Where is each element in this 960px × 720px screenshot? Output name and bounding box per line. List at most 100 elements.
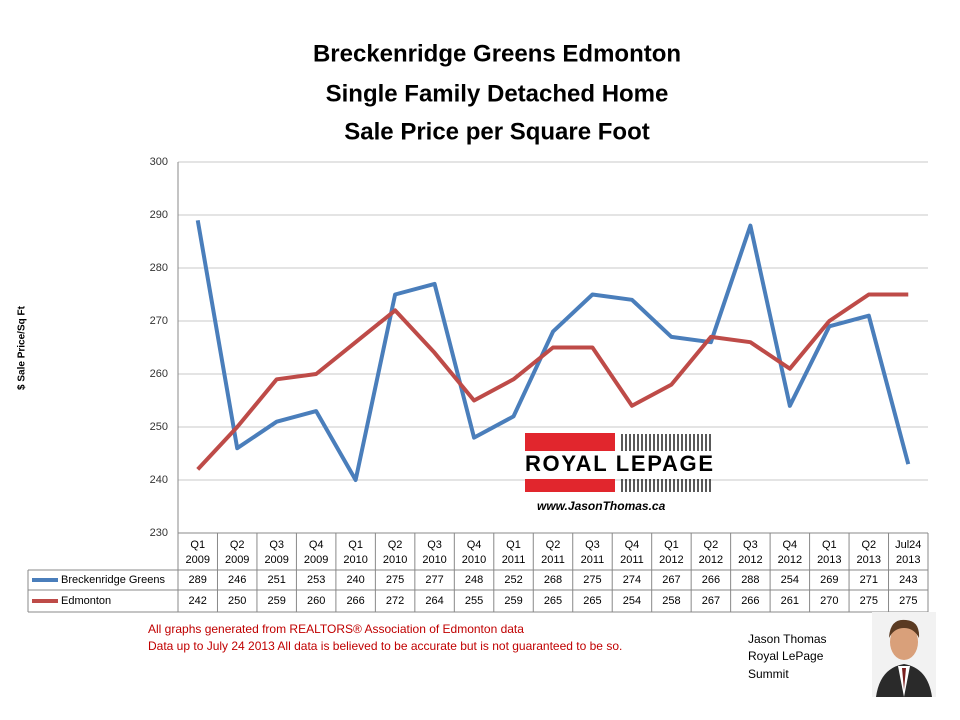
table-value: 275	[899, 595, 917, 607]
x-tick-label: 2012	[738, 554, 762, 566]
table-value: 242	[189, 595, 207, 607]
signature: Summit	[748, 667, 789, 681]
table-value: 260	[307, 595, 325, 607]
table-value: 277	[425, 574, 443, 586]
x-tick-label: 2011	[581, 554, 605, 566]
table-value: 271	[860, 574, 878, 586]
y-tick-label: 250	[150, 421, 168, 433]
table-value: 275	[583, 574, 601, 586]
y-tick-label: 260	[150, 368, 168, 380]
table-value: 254	[781, 574, 799, 586]
x-tick-label: 2013	[896, 554, 920, 566]
table-value: 251	[268, 574, 286, 586]
y-tick-label: 300	[150, 156, 168, 168]
table-value: 275	[860, 595, 878, 607]
table-value: 243	[899, 574, 917, 586]
table-value: 261	[781, 595, 799, 607]
x-tick-label: Q1	[664, 539, 679, 551]
x-tick-label: 2009	[185, 554, 209, 566]
x-tick-label: Q3	[427, 539, 442, 551]
x-tick-label: 2009	[304, 554, 328, 566]
table-value: 264	[425, 595, 443, 607]
y-tick-label: 230	[150, 527, 168, 539]
x-tick-label: 2013	[857, 554, 881, 566]
signature: Royal LePage	[748, 649, 824, 663]
x-tick-label: 2010	[383, 554, 407, 566]
logo-url: www.JasonThomas.ca	[537, 499, 666, 513]
table-value: 255	[465, 595, 483, 607]
x-tick-label: 2010	[462, 554, 486, 566]
legend-label: Breckenridge Greens	[61, 574, 165, 586]
x-tick-label: 2012	[699, 554, 723, 566]
table-value: 270	[820, 595, 838, 607]
x-tick-label: 2011	[541, 554, 565, 566]
table-value: 266	[346, 595, 364, 607]
y-tick-label: 240	[150, 474, 168, 486]
table-value: 266	[741, 595, 759, 607]
logo-barcode	[621, 434, 711, 492]
x-tick-label: 2009	[225, 554, 249, 566]
table-value: 259	[268, 595, 286, 607]
x-tick-label: 2012	[659, 554, 683, 566]
x-tick-label: Q2	[861, 539, 876, 551]
footnote: Data up to July 24 2013 All data is beli…	[148, 639, 622, 653]
logo: ROYAL LEPAGE www.JasonThomas.ca	[525, 433, 713, 513]
table-value: 288	[741, 574, 759, 586]
table-value: 258	[662, 595, 680, 607]
x-tick-label: Q2	[230, 539, 245, 551]
table-value: 275	[386, 574, 404, 586]
table-value: 252	[504, 574, 522, 586]
x-tick-label: Q3	[743, 539, 758, 551]
photo	[872, 612, 936, 697]
x-tick-label: Q3	[269, 539, 284, 551]
legend-label: Edmonton	[61, 595, 111, 607]
y-tick-label: 280	[150, 262, 168, 274]
table-value: 254	[623, 595, 641, 607]
table-value: 265	[544, 595, 562, 607]
chart-title: Single Family Detached Home	[326, 80, 669, 107]
table-value: 250	[228, 595, 246, 607]
table-value: 267	[662, 574, 680, 586]
x-tick-label: Q4	[625, 539, 640, 551]
x-tick-label: Q4	[467, 539, 482, 551]
x-tick-label: Q1	[190, 539, 205, 551]
footnote: All graphs generated from REALTORS® Asso…	[148, 622, 524, 636]
table-value: 269	[820, 574, 838, 586]
x-tick-label: Q2	[704, 539, 719, 551]
table-value: 274	[623, 574, 641, 586]
x-tick-label: 2010	[343, 554, 367, 566]
x-tick-label: Q4	[782, 539, 797, 551]
table-value: 272	[386, 595, 404, 607]
x-tick-label: Jul24	[895, 539, 921, 551]
table-value: 240	[346, 574, 364, 586]
table-value: 265	[583, 595, 601, 607]
x-tick-label: 2009	[264, 554, 288, 566]
table-value: 259	[504, 595, 522, 607]
x-tick-label: Q2	[388, 539, 403, 551]
y-axis-label: $ Sale Price/Sq Ft	[17, 305, 28, 390]
x-tick-label: Q4	[309, 539, 324, 551]
logo-text: ROYAL LEPAGE	[525, 451, 713, 476]
x-tick-label: 2012	[778, 554, 802, 566]
chart-title: Sale Price per Square Foot	[344, 118, 649, 145]
x-tick-label: Q3	[585, 539, 600, 551]
plot-area: 230 240 250 260 270 280 290 300 Q1 2009 Q2 2009 Q3 20…	[27, 156, 929, 613]
table-value: 268	[544, 574, 562, 586]
y-tick-label: 290	[150, 209, 168, 221]
table-value: 267	[702, 595, 720, 607]
table-value: 289	[189, 574, 207, 586]
logo-bar	[525, 433, 615, 451]
x-tick-label: 2011	[620, 554, 644, 566]
signature: Jason Thomas	[748, 632, 827, 646]
x-tick-label: Q1	[822, 539, 837, 551]
logo-bar	[525, 479, 615, 492]
table-value: 246	[228, 574, 246, 586]
x-tick-label: Q1	[506, 539, 521, 551]
table-value: 266	[702, 574, 720, 586]
series-line	[196, 292, 909, 471]
series-line	[195, 219, 911, 482]
table-value: 248	[465, 574, 483, 586]
x-tick-label: 2011	[502, 554, 526, 566]
x-tick-label: 2010	[422, 554, 446, 566]
